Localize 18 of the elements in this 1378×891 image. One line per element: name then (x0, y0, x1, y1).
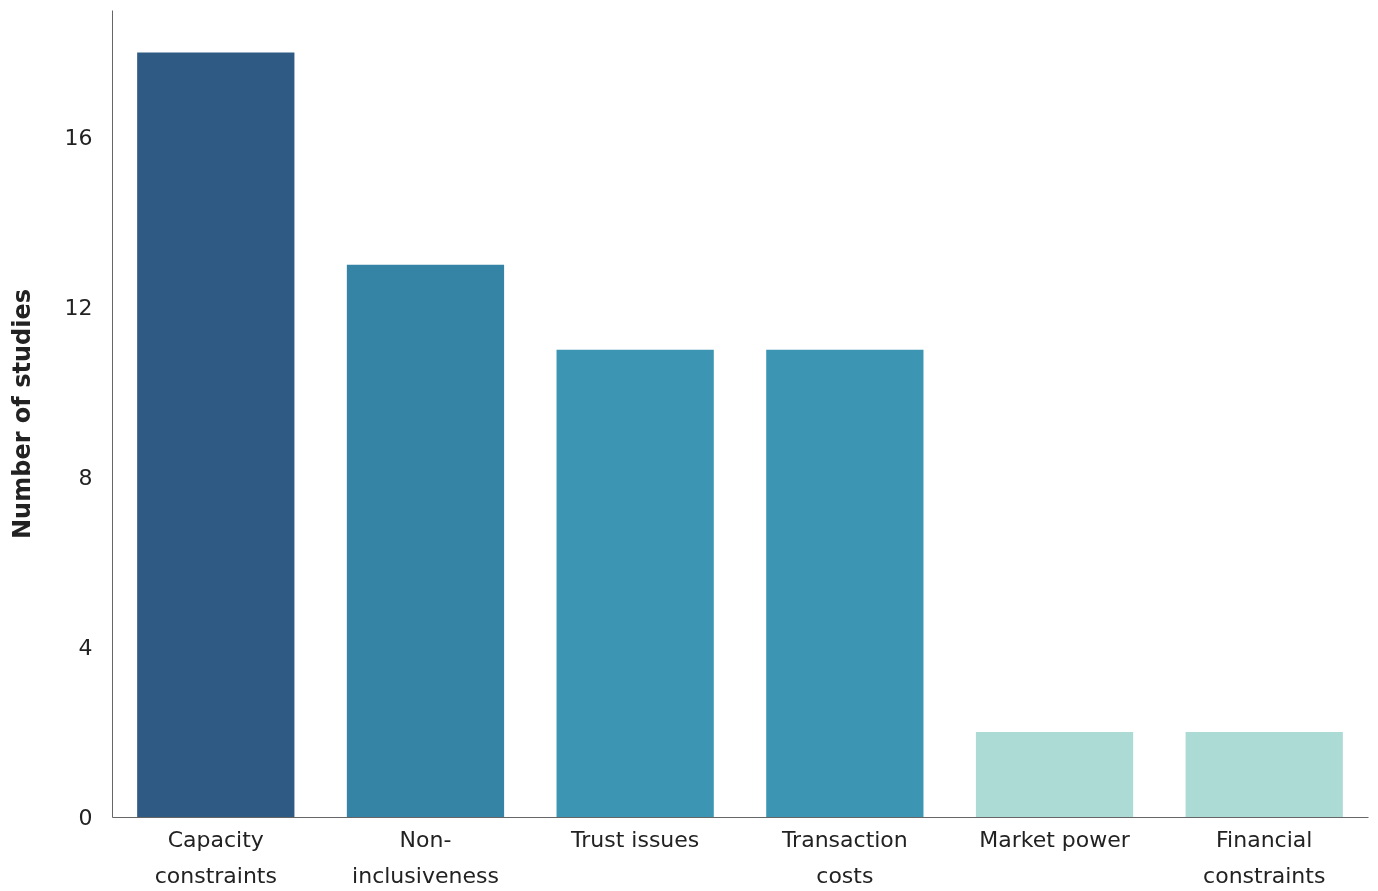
x-tick-label: Trust issues (570, 826, 700, 852)
y-tick-label: 16 (64, 124, 93, 150)
x-tick-label: Market power (979, 826, 1131, 852)
bar (556, 349, 714, 817)
y-tick-label: 8 (78, 464, 93, 490)
bar (137, 52, 295, 817)
x-tick-label: Transaction costs (780, 826, 908, 888)
bar (766, 349, 924, 817)
x-tick-label: Financial constraints (1203, 826, 1326, 888)
bar (346, 264, 505, 817)
bar (975, 732, 1134, 817)
y-axis-title: Number of studies (7, 289, 36, 539)
bar (1185, 732, 1343, 817)
x-tick-label: Non-inclusiveness (352, 826, 499, 888)
y-tick-label: 0 (78, 804, 93, 830)
x-tick-label: Capacity constraints (154, 826, 277, 888)
y-tick-label: 4 (78, 634, 93, 660)
y-tick-label: 12 (64, 294, 93, 320)
